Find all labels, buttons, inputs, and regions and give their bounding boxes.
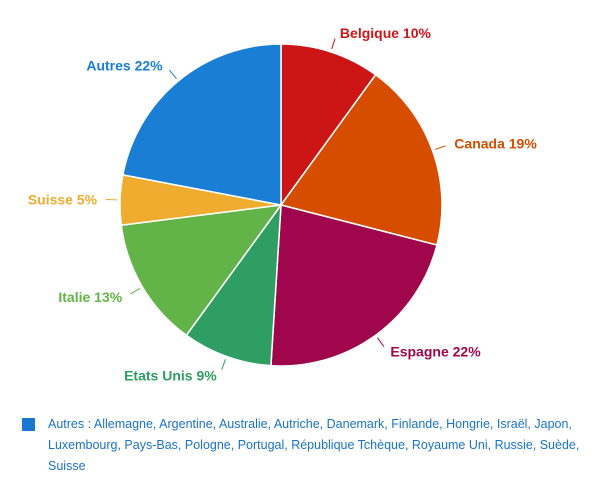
leader-line-etats-unis — [222, 359, 226, 369]
slice-label-canada: Canada 19% — [454, 136, 537, 152]
pie-slices — [120, 44, 442, 366]
leader-line-belgique — [332, 39, 335, 49]
leader-line-italie — [130, 288, 139, 294]
footnote-swatch — [22, 418, 35, 431]
leader-line-espagne — [377, 338, 383, 347]
slice-label-autres: Autres 22% — [86, 58, 163, 74]
slice-label-etats-unis: Etats Unis 9% — [124, 367, 217, 383]
leader-line-autres — [169, 70, 176, 78]
footnote-text: Autres : Allemagne, Argentine, Australie… — [48, 414, 593, 477]
slice-label-italie: Italie 13% — [58, 289, 122, 305]
pie-chart: Belgique 10% Canada 19% Espagne 22% Etats U… — [0, 0, 605, 400]
slice-label-suisse: Suisse 5% — [28, 191, 98, 207]
slice-label-espagne: Espagne 22% — [390, 343, 481, 359]
slice-label-belgique: Belgique 10% — [340, 25, 432, 41]
leader-line-canada — [435, 146, 445, 150]
